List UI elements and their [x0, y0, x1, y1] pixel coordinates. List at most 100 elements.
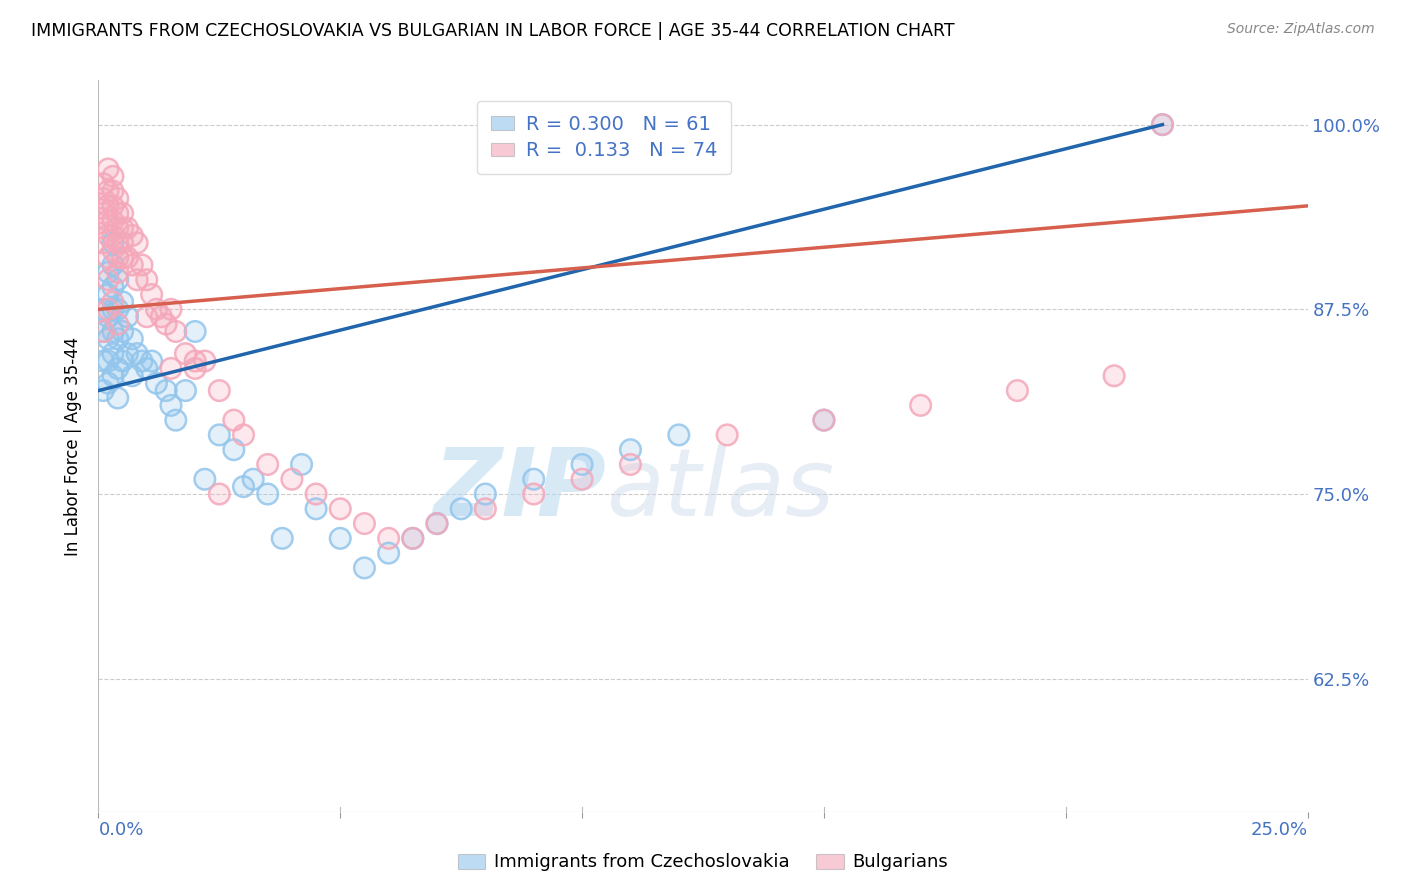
Point — [184, 325, 207, 339]
Point — [107, 391, 129, 405]
Point — [716, 428, 738, 442]
Point — [97, 287, 120, 301]
Point — [101, 294, 124, 309]
Point — [135, 361, 157, 376]
Point — [111, 354, 134, 368]
Point — [222, 413, 245, 427]
Point — [668, 428, 690, 442]
Point — [107, 317, 129, 331]
Point — [91, 302, 114, 317]
Point — [101, 346, 124, 360]
Point — [107, 192, 129, 206]
Point — [91, 354, 114, 368]
Point — [97, 161, 120, 176]
Point — [208, 384, 231, 398]
Point — [222, 442, 245, 457]
Point — [97, 184, 120, 198]
Point — [101, 213, 124, 227]
Point — [91, 325, 114, 339]
Point — [101, 302, 124, 317]
Point — [426, 516, 449, 531]
Point — [107, 302, 129, 317]
Point — [619, 458, 641, 472]
Point — [91, 177, 114, 191]
Point — [160, 398, 183, 412]
Point — [135, 361, 157, 376]
Point — [107, 361, 129, 376]
Point — [377, 532, 399, 546]
Point — [1007, 384, 1029, 398]
Point — [402, 532, 425, 546]
Legend: R = 0.300   N = 61, R =  0.133   N = 74: R = 0.300 N = 61, R = 0.133 N = 74 — [477, 101, 731, 174]
Point — [107, 251, 129, 265]
Point — [256, 458, 278, 472]
Point — [97, 302, 120, 317]
Point — [184, 361, 207, 376]
Point — [107, 273, 129, 287]
Point — [97, 376, 120, 391]
Point — [121, 332, 143, 346]
Point — [127, 346, 149, 360]
Point — [290, 458, 312, 472]
Point — [290, 458, 312, 472]
Point — [97, 273, 120, 287]
Point — [813, 413, 835, 427]
Point — [97, 273, 120, 287]
Point — [256, 458, 278, 472]
Point — [145, 302, 167, 317]
Point — [91, 384, 114, 398]
Point — [329, 532, 352, 546]
Point — [117, 221, 139, 235]
Point — [111, 294, 134, 309]
Point — [101, 368, 124, 383]
Point — [131, 258, 153, 272]
Point — [101, 235, 124, 250]
Point — [91, 235, 114, 250]
Point — [117, 310, 139, 324]
Point — [127, 235, 149, 250]
Point — [1152, 118, 1174, 132]
Text: 0.0%: 0.0% — [98, 821, 143, 838]
Point — [208, 384, 231, 398]
Point — [426, 516, 449, 531]
Text: 25.0%: 25.0% — [1250, 821, 1308, 838]
Point — [117, 346, 139, 360]
Point — [165, 325, 187, 339]
Point — [111, 251, 134, 265]
Point — [155, 317, 177, 331]
Y-axis label: In Labor Force | Age 35-44: In Labor Force | Age 35-44 — [65, 336, 83, 556]
Point — [107, 206, 129, 220]
Point — [145, 376, 167, 391]
Point — [910, 398, 932, 412]
Point — [101, 302, 124, 317]
Point — [813, 413, 835, 427]
Point — [121, 228, 143, 243]
Point — [281, 472, 304, 486]
Point — [107, 221, 129, 235]
Point — [1152, 118, 1174, 132]
Point — [353, 516, 375, 531]
Point — [1102, 368, 1125, 383]
Point — [121, 368, 143, 383]
Point — [222, 413, 245, 427]
Point — [131, 354, 153, 368]
Point — [101, 258, 124, 272]
Point — [135, 310, 157, 324]
Point — [242, 472, 264, 486]
Point — [135, 273, 157, 287]
Point — [353, 561, 375, 575]
Point — [101, 325, 124, 339]
Point — [402, 532, 425, 546]
Point — [474, 487, 496, 501]
Point — [101, 169, 124, 184]
Point — [91, 192, 114, 206]
Point — [242, 472, 264, 486]
Point — [474, 501, 496, 516]
Point — [910, 398, 932, 412]
Point — [121, 332, 143, 346]
Point — [107, 302, 129, 317]
Point — [97, 332, 120, 346]
Point — [141, 354, 163, 368]
Point — [91, 325, 114, 339]
Point — [97, 376, 120, 391]
